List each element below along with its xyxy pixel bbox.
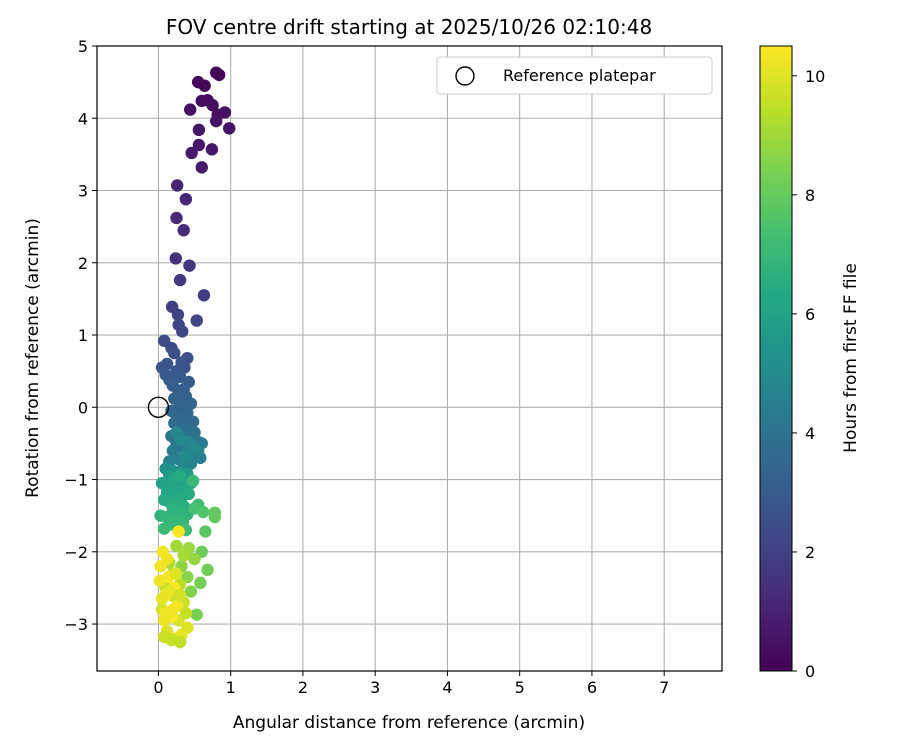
colorbar-tick-label: 6 [805, 305, 815, 324]
data-point [160, 357, 174, 371]
data-point [177, 549, 190, 562]
y-tick-label: 0 [78, 398, 88, 417]
legend: Reference platepar [436, 56, 713, 95]
legend-marker-icon [455, 66, 475, 86]
colorbar-tick-label: 8 [805, 186, 815, 205]
data-point [188, 552, 201, 566]
colorbar [759, 45, 793, 672]
legend-label: Reference platepar [503, 66, 656, 85]
data-point [155, 592, 169, 605]
data-point [179, 606, 193, 620]
x-axis-ticks: 0 1 2 3 4 5 6 7 [153, 671, 669, 697]
data-point [201, 563, 214, 577]
data-point [169, 567, 182, 580]
colorbar-ticks: 0 2 4 6 8 10 [792, 67, 825, 681]
data-point [173, 588, 187, 602]
colorbar-label: Hours from first FF file [841, 263, 861, 453]
y-tick-label: 5 [78, 37, 88, 56]
reference-platepar-marker [147, 396, 170, 418]
data-point [157, 522, 171, 535]
data-point [195, 94, 208, 108]
data-point [184, 103, 197, 116]
x-axis-label: Angular distance from reference (arcmin) [233, 713, 585, 733]
data-point [173, 635, 187, 649]
data-point [160, 552, 174, 566]
data-points [153, 66, 236, 649]
x-tick-label: 0 [153, 678, 163, 697]
data-point [179, 192, 193, 206]
data-point [197, 505, 210, 519]
data-point [186, 474, 200, 488]
data-point [155, 476, 169, 490]
y-tick-label: 1 [78, 326, 88, 345]
data-point [172, 525, 185, 538]
y-tick-label: 2 [78, 254, 88, 273]
legend-box [436, 56, 713, 95]
colorbar-tick-label: 0 [805, 662, 815, 681]
x-tick-label: 1 [226, 678, 236, 697]
data-point [182, 487, 195, 501]
data-point [190, 314, 203, 327]
colorbar-tick-label: 10 [805, 67, 825, 86]
y-tick-label: 4 [78, 109, 88, 128]
data-point [210, 114, 223, 128]
y-tick-label: −3 [64, 615, 88, 634]
data-point [194, 576, 207, 590]
data-point [184, 585, 198, 598]
x-tick-label: 3 [370, 678, 380, 697]
data-point [190, 608, 203, 621]
x-tick-label: 7 [659, 678, 669, 697]
x-tick-label: 4 [442, 678, 452, 697]
y-tick-label: 3 [78, 182, 88, 201]
data-point [185, 146, 198, 160]
data-point [170, 539, 183, 553]
colorbar-tick-label: 4 [805, 424, 815, 443]
x-tick-label: 2 [298, 678, 308, 697]
data-point [199, 525, 212, 538]
data-point [212, 68, 226, 82]
data-point [170, 211, 183, 225]
data-point [179, 450, 193, 463]
data-point [173, 469, 187, 483]
data-point [173, 273, 187, 287]
data-point [192, 138, 206, 152]
data-point [176, 325, 189, 338]
data-point [208, 510, 221, 524]
data-point [197, 289, 211, 302]
data-point [184, 397, 198, 410]
data-point [186, 440, 200, 454]
data-point [218, 106, 232, 119]
data-point [183, 259, 196, 272]
data-point [177, 224, 190, 237]
data-point [169, 252, 182, 265]
data-point [192, 123, 206, 137]
data-point [205, 143, 219, 156]
data-point [195, 161, 208, 174]
plot-frame [96, 45, 723, 672]
data-point [168, 346, 181, 360]
reference-marker-layer [147, 396, 170, 418]
data-point [159, 606, 172, 620]
data-point [198, 79, 211, 92]
y-tick-label: −2 [64, 543, 88, 562]
y-axis-label: Rotation from reference (arcmin) [23, 218, 43, 498]
data-point [206, 99, 219, 112]
data-point [175, 433, 188, 446]
x-tick-label: 5 [515, 678, 525, 697]
data-point [171, 308, 185, 321]
chart-title: FOV centre drift starting at 2025/10/26 … [166, 15, 652, 39]
data-point [223, 122, 236, 135]
x-tick-label: 6 [587, 678, 597, 697]
y-tick-label: −1 [64, 471, 88, 490]
colorbar-tick-label: 2 [805, 543, 815, 562]
data-point [171, 179, 184, 192]
y-axis-ticks: −3 −2 −1 0 1 2 3 4 5 [64, 37, 97, 634]
